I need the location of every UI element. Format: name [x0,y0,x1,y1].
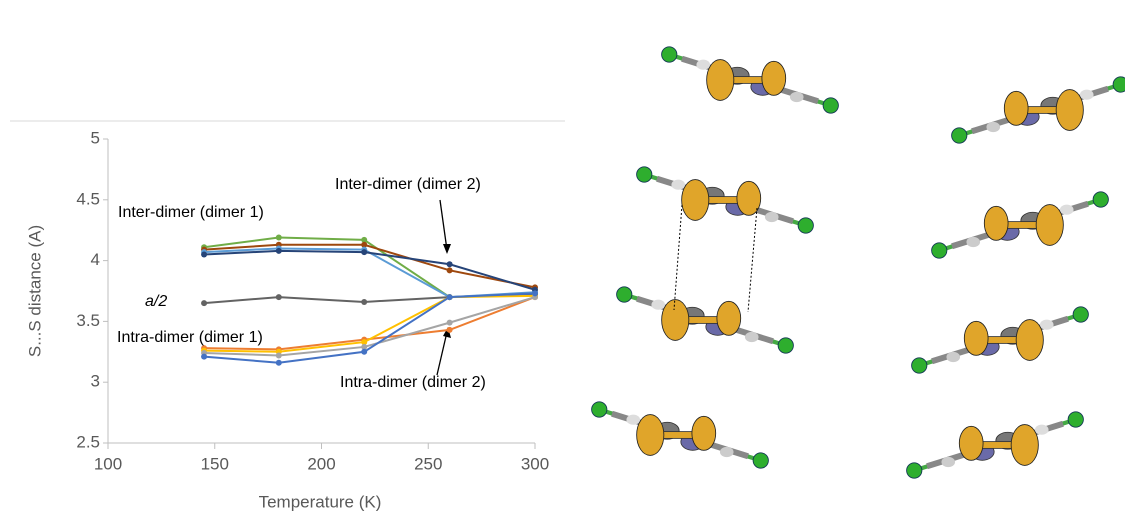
y-tick-label: 2.5 [76,432,100,451]
data-point [447,294,453,300]
y-tick-label: 3.5 [76,311,100,330]
data-point [276,352,282,358]
data-point [276,234,282,240]
data-point [447,320,453,326]
molecular-structure [592,47,1125,478]
annotation: Inter-dimer (dimer 2) [335,176,481,193]
x-tick-label: 200 [307,454,335,473]
x-tick-label: 300 [521,454,549,473]
data-point [361,349,367,355]
arrow [440,200,447,250]
annotation: Intra-dimer (dimer 2) [340,374,486,391]
data-point [447,261,453,267]
data-point [361,249,367,255]
x-axis-title: Temperature (K) [259,492,382,511]
arrowhead [443,244,451,254]
series-line [204,251,535,290]
arrow [437,332,447,375]
y-tick-label: 4 [91,250,100,269]
annotation: Inter-dimer (dimer 1) [118,204,264,221]
annotation: a/2 [145,293,167,310]
x-tick-label: 100 [94,454,122,473]
x-tick-label: 250 [414,454,442,473]
data-point [532,290,538,296]
figure: Temperature (K) S...S distance (A) 2.5 3 3… [0,0,1125,515]
y-tick-label: 3 [91,372,100,391]
x-tick-label: 150 [201,454,229,473]
data-point [276,294,282,300]
y-tick-label: 4.5 [76,189,100,208]
data-point [201,300,207,306]
y-tick-label: 5 [91,128,100,147]
data-point [201,252,207,258]
annotation: Intra-dimer (dimer 1) [117,329,263,346]
y-axis-title: S...S distance (A) [25,225,44,357]
data-point [276,360,282,366]
series-line [204,248,535,297]
data-point [361,299,367,305]
series-line [204,297,535,355]
data-point [447,267,453,273]
data-point [447,327,453,333]
data-point [201,354,207,360]
data-point [276,248,282,254]
